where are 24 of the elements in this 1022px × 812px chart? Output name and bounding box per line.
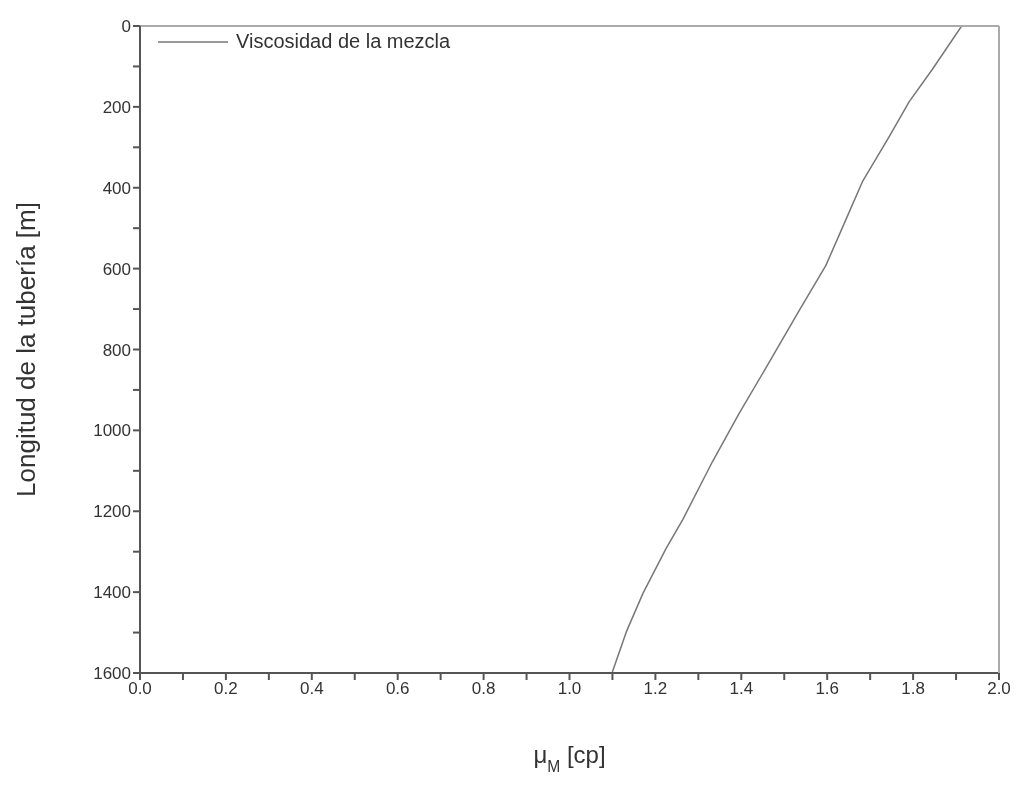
x-tick-label: 1.2: [643, 679, 668, 699]
x-tick-label: 2.0: [987, 679, 1011, 699]
x-axis-title: μ$_{M}$ [cp]: [533, 741, 606, 775]
y-tick-label: 600: [102, 259, 131, 279]
y-tick-label: 1000: [93, 421, 131, 441]
x-tick-label: 0.4: [299, 679, 324, 699]
y-tick-label: 0: [121, 17, 131, 37]
y-axis-title: Longitud de la tubería [m]: [11, 202, 42, 497]
x-tick-label: 0.8: [471, 679, 496, 699]
y-tick-label: 400: [102, 178, 131, 198]
x-tick-label: 0.2: [214, 679, 238, 699]
x-tick-label: 0.0: [128, 679, 152, 699]
y-tick-label: 1200: [93, 502, 131, 522]
x-tick-label: 1.8: [901, 679, 925, 699]
y-tick-label: 1600: [93, 664, 131, 684]
y-tick-label: 200: [102, 97, 131, 117]
y-tick-label: 800: [102, 340, 131, 360]
x-tick-label: 1.6: [815, 679, 840, 699]
x-tick-label: 0.6: [385, 679, 410, 699]
y-tick-label: 1400: [93, 583, 131, 603]
line-series: [611, 26, 963, 673]
x-tick-label: 1.4: [729, 679, 754, 699]
x-tick-label: 1.0: [557, 679, 582, 699]
legend-label: Viscosidad de la mezcla: [236, 30, 451, 53]
